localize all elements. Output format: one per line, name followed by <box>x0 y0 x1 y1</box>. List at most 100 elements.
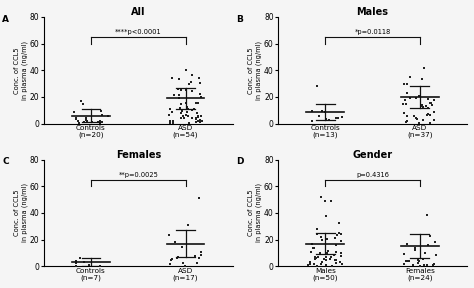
Point <box>423 213 431 217</box>
Point <box>315 255 322 259</box>
Point <box>334 116 341 121</box>
Point <box>304 262 312 267</box>
Point <box>199 119 206 124</box>
Point <box>424 112 432 116</box>
Point <box>400 262 407 267</box>
Point <box>400 111 408 115</box>
Point <box>70 110 78 114</box>
Point <box>400 82 408 87</box>
Point <box>193 110 201 115</box>
Text: A: A <box>2 15 9 24</box>
Point <box>309 242 316 246</box>
Point <box>170 121 177 125</box>
Point <box>328 255 335 259</box>
Point <box>337 251 345 256</box>
Point <box>178 108 185 113</box>
Point <box>165 113 173 118</box>
Point <box>187 80 194 84</box>
Point <box>166 119 173 124</box>
Point <box>423 113 431 118</box>
Text: *p=0.0118: *p=0.0118 <box>355 29 391 35</box>
Point <box>182 88 190 92</box>
Point <box>182 101 190 105</box>
Text: C: C <box>2 158 9 166</box>
Point <box>312 255 319 260</box>
Point <box>326 118 333 123</box>
Point <box>73 115 80 120</box>
Point <box>313 264 321 268</box>
Text: D: D <box>236 158 244 166</box>
Point <box>72 261 80 265</box>
Point <box>177 116 184 121</box>
Point <box>73 264 80 268</box>
Point <box>73 259 80 264</box>
Point <box>402 120 410 124</box>
Title: Gender: Gender <box>352 149 392 160</box>
Point <box>181 263 189 268</box>
Point <box>175 77 182 82</box>
Point <box>413 117 421 121</box>
Point <box>320 257 328 261</box>
Point <box>314 227 321 231</box>
Point <box>328 263 336 268</box>
Point <box>414 261 421 266</box>
Point <box>420 66 428 71</box>
Point <box>168 110 176 115</box>
Point <box>196 120 204 124</box>
Point <box>175 93 182 97</box>
Y-axis label: Conc. of CCL5
in plasma (ng/ml): Conc. of CCL5 in plasma (ng/ml) <box>248 183 262 242</box>
Point <box>178 88 185 92</box>
Point <box>421 251 429 255</box>
Point <box>422 104 429 109</box>
Point <box>331 236 338 240</box>
Point <box>96 121 104 126</box>
Point <box>104 113 111 118</box>
Point <box>182 113 190 118</box>
Point <box>311 254 319 259</box>
Point <box>189 115 196 120</box>
Point <box>179 245 186 250</box>
Point <box>185 81 192 86</box>
Point <box>418 103 426 108</box>
Point <box>168 75 175 80</box>
Point <box>172 240 179 245</box>
Point <box>174 255 182 260</box>
Point <box>193 261 201 265</box>
Point <box>321 199 328 203</box>
Point <box>165 232 173 237</box>
Point <box>197 253 204 258</box>
Point <box>179 261 187 266</box>
Point <box>83 118 91 123</box>
Point <box>196 118 203 122</box>
Point <box>198 113 205 118</box>
Point <box>73 116 80 121</box>
Point <box>431 240 438 245</box>
Point <box>310 245 318 250</box>
Point <box>402 258 410 263</box>
Point <box>79 102 87 107</box>
Point <box>192 116 200 121</box>
Point <box>423 263 431 267</box>
Point <box>168 257 176 262</box>
Point <box>194 101 201 105</box>
Point <box>319 109 326 114</box>
Point <box>399 102 407 107</box>
Point <box>409 263 416 268</box>
Point <box>171 92 178 97</box>
Point <box>195 76 202 81</box>
Point <box>313 231 320 236</box>
Point <box>323 236 330 241</box>
Point <box>167 258 174 263</box>
Point <box>184 223 192 228</box>
Point <box>403 82 411 86</box>
Point <box>402 102 410 106</box>
Point <box>95 120 102 125</box>
Point <box>315 113 323 118</box>
Point <box>189 88 196 93</box>
Point <box>318 234 325 239</box>
Point <box>336 260 344 264</box>
Point <box>322 213 330 218</box>
Point <box>99 113 106 118</box>
Point <box>427 100 434 105</box>
Point <box>98 120 106 124</box>
